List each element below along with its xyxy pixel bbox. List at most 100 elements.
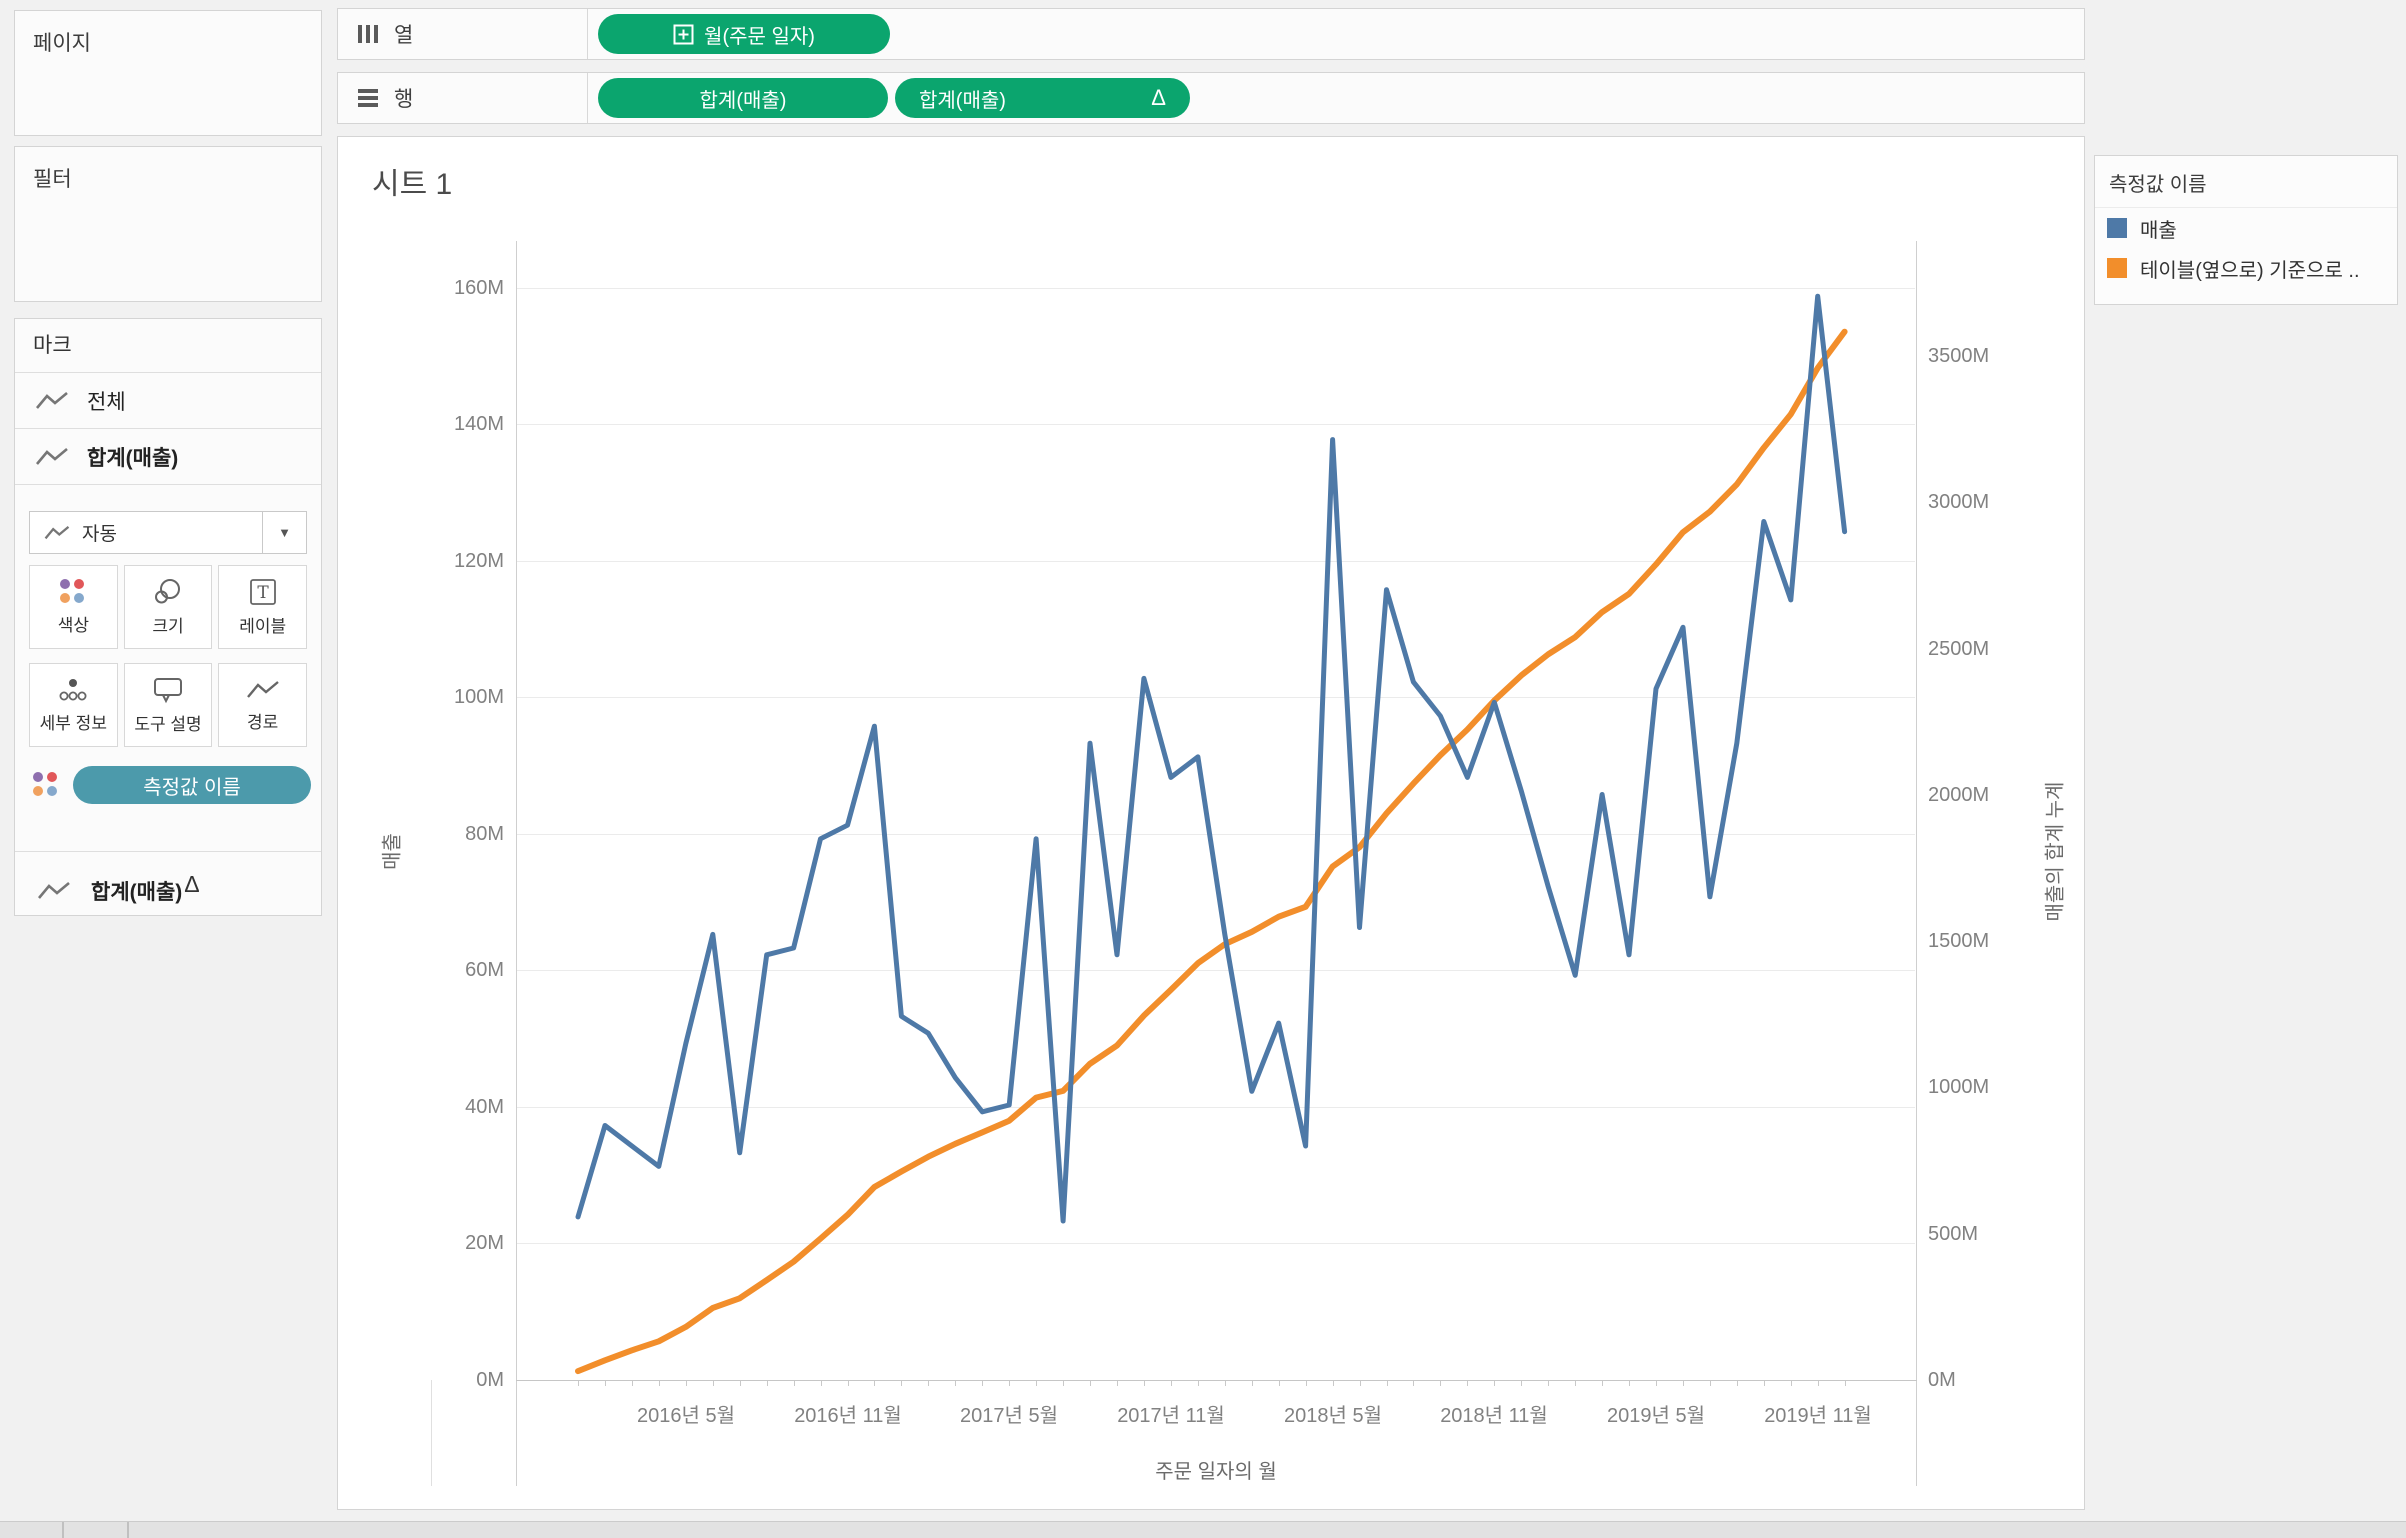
right-axis-tick: 0M <box>1928 1369 1956 1391</box>
month-tick <box>1817 1381 1819 1386</box>
month-tick <box>982 1381 984 1386</box>
label-button[interactable]: T 레이블 <box>218 565 307 649</box>
month-tick <box>901 1381 903 1386</box>
right-axis-tick: 2500M <box>1928 638 1990 660</box>
x-axis-tick: 2019년 11월 <box>1764 1405 1872 1427</box>
month-tick <box>1790 1381 1792 1386</box>
detail-dots-icon <box>59 678 87 700</box>
marks-item-all[interactable]: 전체 <box>15 373 321 429</box>
worksheet-view: 시트 1 0M 20M 40M 60M 80M 100M 120M 140M 1… <box>337 136 2085 1510</box>
pages-shelf-title: 페이지 <box>33 32 91 55</box>
month-tick <box>1143 1381 1145 1386</box>
x-axis-tick: 2017년 5월 <box>960 1405 1058 1427</box>
month-tick <box>1763 1381 1765 1386</box>
month-tick <box>1467 1381 1469 1386</box>
line-mark-icon <box>36 447 68 465</box>
color-dots-icon <box>60 578 86 605</box>
marks-buttons: 색상 크기 T 레이블 <box>29 565 307 747</box>
columns-shelf[interactable]: 열 월(주문 일자) <box>337 8 2085 60</box>
month-tick <box>1170 1381 1172 1386</box>
right-axis-title[interactable]: 매출의 합계 누계 <box>2044 781 2067 922</box>
right-axis-tick: 3500M <box>1928 345 1990 367</box>
filters-shelf-title: 필터 <box>33 168 72 191</box>
month-tick <box>1036 1381 1038 1386</box>
series-line-sales[interactable] <box>575 293 1848 1224</box>
measure-names-pill[interactable]: 측정값 이름 <box>73 766 311 804</box>
pill-sum-sales[interactable]: 합계(매출) <box>598 78 888 118</box>
rows-shelf-label: 행 <box>338 73 588 123</box>
tooltip-button[interactable]: 도구 설명 <box>123 663 213 747</box>
month-tick <box>658 1381 660 1386</box>
x-axis-tick: 2018년 11월 <box>1440 1405 1548 1427</box>
left-axis-title[interactable]: 매출 <box>381 833 404 870</box>
detail-button[interactable]: 세부 정보 <box>29 663 118 747</box>
marks-card-title: 마크 <box>15 319 321 373</box>
pill-sum-sales-delta[interactable]: 합계(매출) Δ <box>895 78 1190 118</box>
marks-item-sum-sales-delta[interactable]: 합계(매출)Δ <box>37 865 200 917</box>
right-axis-ruler <box>1916 241 1917 1486</box>
x-axis-tick: 2019년 5월 <box>1607 1405 1705 1427</box>
right-axis-tick: 500M <box>1928 1223 1979 1245</box>
month-tick <box>1521 1381 1523 1386</box>
color-dots-icon <box>33 772 59 798</box>
marks-item-label: 합계(매출) <box>87 446 179 470</box>
size-button[interactable]: 크기 <box>123 565 213 649</box>
divider <box>431 1380 432 1486</box>
right-axis-tick: 2000M <box>1928 784 1990 806</box>
divider <box>127 1522 129 1538</box>
x-axis-tick: 2018년 5월 <box>1284 1405 1382 1427</box>
mark-type-dropdown[interactable]: 자동 ▼ <box>29 511 307 554</box>
month-tick <box>847 1381 849 1386</box>
month-tick <box>874 1381 876 1386</box>
x-axis-title[interactable]: 주문 일자의 월 <box>1155 1461 1277 1483</box>
month-tick <box>1494 1381 1496 1386</box>
month-tick <box>1602 1381 1604 1386</box>
month-tick <box>1224 1381 1226 1386</box>
month-tick <box>1575 1381 1577 1386</box>
legend-item-sales[interactable]: 매출 <box>2095 208 2397 248</box>
month-tick <box>1063 1381 1065 1386</box>
tooltip-bubble-icon <box>153 677 182 703</box>
rows-shelf[interactable]: 행 합계(매출) 합계(매출) Δ <box>337 72 2085 124</box>
month-tick <box>928 1381 930 1386</box>
left-axis-tick: 160M <box>453 277 504 299</box>
expand-plus-icon[interactable] <box>673 24 694 45</box>
line-chart-plot[interactable] <box>516 241 1916 1380</box>
filters-shelf[interactable]: 필터 <box>14 146 322 302</box>
left-axis-tick: 120M <box>453 550 504 572</box>
pill-month-order-date[interactable]: 월(주문 일자) <box>598 14 890 54</box>
sheet-title[interactable]: 시트 1 <box>372 168 453 201</box>
legend-item-running-total[interactable]: 테이블(옆으로) 기준으로 .. <box>2095 248 2397 288</box>
month-tick <box>820 1381 822 1386</box>
path-button[interactable]: 경로 <box>218 663 307 747</box>
month-tick <box>1009 1381 1011 1386</box>
right-axis-tick: 3000M <box>1928 491 1990 513</box>
month-tick <box>578 1381 579 1386</box>
month-tick <box>1440 1381 1442 1386</box>
month-tick <box>1359 1381 1361 1386</box>
mark-type-caret-button[interactable]: ▼ <box>262 512 306 553</box>
month-tick <box>739 1381 741 1386</box>
line-mark-icon <box>38 882 70 899</box>
color-button[interactable]: 색상 <box>29 565 118 649</box>
month-tick <box>1305 1381 1307 1386</box>
x-axis-tick: 2016년 11월 <box>794 1405 902 1427</box>
marks-item-label: 전체 <box>87 390 126 414</box>
month-tick <box>1278 1381 1280 1386</box>
month-tick <box>1844 1381 1846 1386</box>
left-axis-tick: 0M <box>476 1369 504 1391</box>
line-mark-icon <box>44 525 70 539</box>
x-axis-line <box>516 1380 1917 1381</box>
month-tick <box>1682 1381 1684 1386</box>
measure-names-legend[interactable]: 측정값 이름 매출 테이블(옆으로) 기준으로 .. <box>2094 155 2398 305</box>
gridline <box>517 697 1915 698</box>
marks-item-sum-sales[interactable]: 합계(매출) <box>15 429 321 485</box>
series-line-running-total[interactable] <box>575 328 1848 1375</box>
svg-text:T: T <box>257 583 269 603</box>
pages-shelf[interactable]: 페이지 <box>14 10 322 136</box>
columns-icon <box>358 25 378 43</box>
x-axis-tick: 2017년 11월 <box>1117 1405 1225 1427</box>
path-zigzag-icon <box>246 680 279 698</box>
month-tick <box>1709 1381 1711 1386</box>
